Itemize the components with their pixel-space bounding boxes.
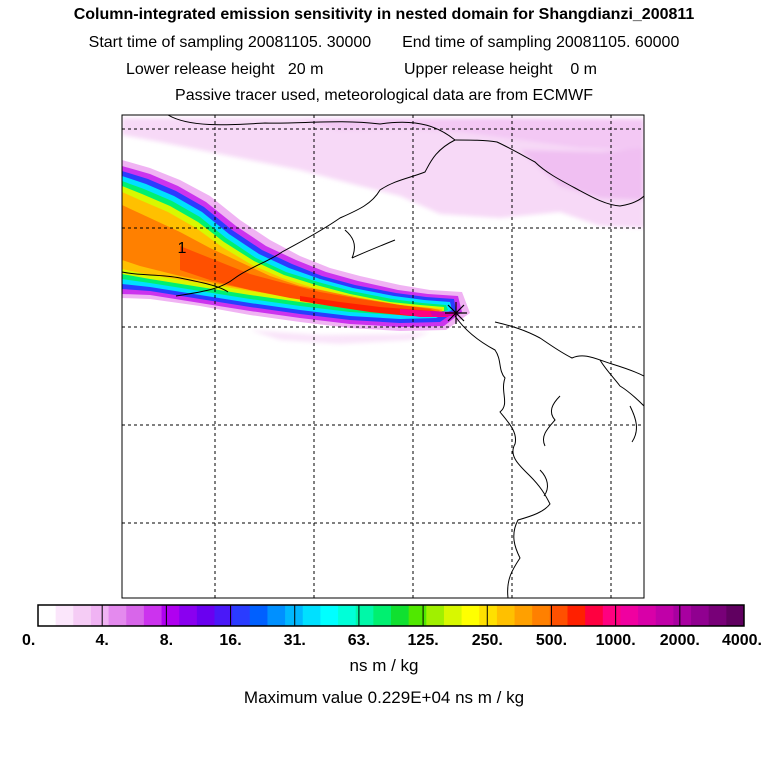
colorbar-swatch (196, 605, 215, 626)
sampling-time-row: Start time of sampling 20081105. 30000 E… (0, 34, 768, 52)
colorbar-swatch (108, 605, 127, 626)
colorbar-swatch (126, 605, 145, 626)
colorbar-swatch (602, 605, 621, 626)
colorbar-swatch (267, 605, 286, 626)
colorbar-swatch (302, 605, 321, 626)
lower-release-height-label: Lower release height 20 m (126, 61, 324, 78)
colorbar-swatch (338, 605, 357, 626)
colorbar-tick-label: 8. (160, 632, 173, 649)
colorbar-swatch (673, 605, 692, 626)
sensitivity-field-faint (122, 118, 644, 344)
colorbar-tick-label: 0. (22, 632, 35, 649)
colorbar-frame (37, 604, 745, 627)
colorbar-swatch (638, 605, 657, 626)
colorbar-swatch (532, 605, 551, 626)
colorbar-swatch (426, 605, 445, 626)
colorbar-swatch (691, 605, 710, 626)
contour-label: 1 (178, 240, 187, 257)
colorbar-swatch (479, 605, 498, 626)
colorbar-swatch (179, 605, 198, 626)
colorbar-swatch (249, 605, 268, 626)
colorbar-swatch (567, 605, 586, 626)
colorbar-swatch (585, 605, 604, 626)
colorbar-swatch (655, 605, 674, 626)
colorbar-swatch (320, 605, 339, 626)
colorbar-swatch (55, 605, 74, 626)
colorbar-tick-label: 16. (219, 632, 241, 649)
colorbar-swatch (355, 605, 374, 626)
end-time-label: End time of sampling 20081105. 60000 (402, 34, 680, 51)
colorbar-swatch (461, 605, 480, 626)
colorbar-swatch (408, 605, 427, 626)
colorbar-swatch (620, 605, 639, 626)
start-time-label: Start time of sampling 20081105. 30000 (88, 34, 372, 51)
colorbar-tick-label: 125. (408, 632, 439, 649)
colorbar-swatch (496, 605, 516, 626)
colorbar-swatch (373, 605, 392, 626)
colorbar-swatch (549, 605, 568, 626)
sensitivity-plume (122, 160, 470, 331)
colorbar-unit: ns m / kg (349, 656, 419, 675)
colorbar-swatch (38, 605, 57, 626)
colorbar-swatch (514, 605, 533, 626)
colorbar-swatch (285, 605, 304, 626)
maximum-value-label: Maximum value 0.229E+04 ns m / kg (243, 688, 525, 707)
colorbar-swatch (232, 605, 251, 626)
chart-title: Column-integrated emission sensitivity i… (73, 6, 695, 23)
colorbar-swatch (214, 605, 233, 626)
colorbar-swatch (391, 605, 410, 626)
colorbar-tick-label: 4000. (722, 632, 762, 649)
colorbar-swatch (708, 605, 727, 626)
map-area: 1 (122, 115, 644, 598)
colorbar-tick-label: 63. (348, 632, 370, 649)
colorbar-tick-label: 2000. (660, 632, 700, 649)
coastline (122, 115, 644, 598)
colorbar (38, 605, 745, 626)
colorbar-swatch (90, 605, 110, 626)
colorbar-swatch (143, 605, 163, 626)
colorbar-swatch (73, 605, 92, 626)
receptor-marker (445, 302, 467, 324)
colorbar-tick-label: 500. (536, 632, 567, 649)
colorbar-swatch (443, 605, 463, 626)
colorbar-tick-label: 1000. (596, 632, 636, 649)
map-frame (121, 114, 645, 599)
colorbar-swatch (161, 605, 180, 626)
colorbar-tick-label: 31. (284, 632, 306, 649)
colorbar-tick-label: 4. (96, 632, 109, 649)
tracer-note: Passive tracer used, meteorological data… (175, 87, 593, 104)
colorbar-swatch (726, 605, 745, 626)
colorbar-ticks: 0. 4. 8. 16. 31. 63. 125. 250. 500. 1000. 2000. 400… (22, 605, 762, 649)
colorbar-tick-label: 250. (472, 632, 503, 649)
lat-lon-grid (122, 115, 644, 598)
upper-release-height-label: Upper release height 0 m (404, 61, 597, 78)
